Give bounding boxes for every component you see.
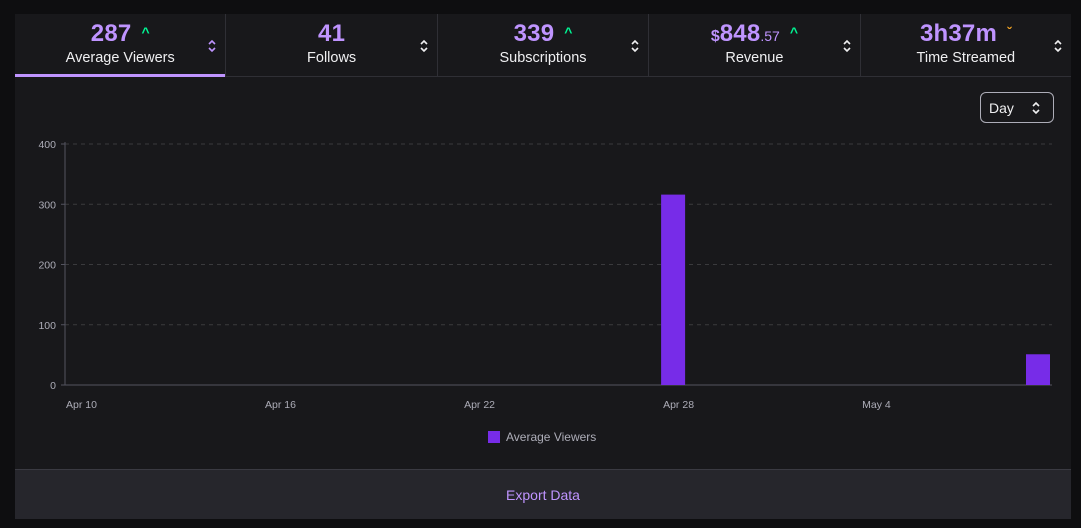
x-tick-label: Apr 28 (663, 399, 694, 411)
revenue-label: Revenue (725, 50, 784, 66)
tab-subscriptions[interactable]: 339 ^ Subscriptions (438, 14, 650, 76)
chevron-down-icon: ˇ (1007, 24, 1012, 40)
chevron-up-icon: ^ (564, 24, 573, 40)
x-tick-label: Apr 16 (265, 399, 296, 411)
time-streamed-value: 3h37m (919, 20, 998, 47)
y-tick-label: 300 (38, 199, 56, 211)
average-viewers-value: 287 (90, 20, 132, 47)
y-tick-label: 0 (50, 380, 56, 392)
range-select-value: Day (989, 99, 1014, 116)
tab-average-viewers[interactable]: 287 ^ Average Viewers (15, 14, 227, 77)
y-tick-label: 200 (38, 260, 56, 272)
sort-icon (420, 39, 428, 53)
average-viewers-label: Average Viewers (65, 50, 175, 66)
analytics-panel: 287 ^ Average Viewers 41 Follows (15, 14, 1071, 519)
subscriptions-value: 339 (513, 20, 555, 47)
bar (661, 194, 686, 385)
revenue-currency: $ (710, 28, 720, 45)
chevron-up-icon: ^ (141, 24, 150, 40)
revenue-cents: .57 (760, 28, 780, 44)
range-select[interactable]: Day (980, 92, 1054, 123)
metric-tabs: 287 ^ Average Viewers 41 Follows (15, 14, 1071, 77)
bar (1026, 354, 1050, 385)
sort-icon (1032, 101, 1040, 115)
x-tick-label: May 4 (862, 399, 891, 411)
tab-time-streamed[interactable]: 3h37m ˇ Time Streamed (861, 14, 1071, 76)
subscriptions-label: Subscriptions (499, 50, 587, 66)
export-data-button[interactable]: Export Data (506, 486, 580, 503)
average-viewers-chart: 0 100 200 300 400 Apr 10 Apr 16 Apr 22 Apr 28 May… (38, 139, 1052, 444)
y-tick-label: 100 (38, 320, 56, 332)
sort-icon (208, 39, 216, 53)
legend-swatch (488, 431, 500, 443)
tab-revenue[interactable]: $848.57 ^ Revenue (649, 14, 861, 76)
x-tick-label: Apr 10 (66, 399, 97, 411)
sort-icon (1054, 39, 1062, 53)
panel-footer: Export Data (15, 469, 1071, 519)
y-tick-label: 400 (38, 139, 56, 151)
revenue-value: 848 (719, 20, 761, 47)
follows-value: 41 (318, 20, 346, 47)
tab-follows[interactable]: 41 Follows (226, 14, 438, 76)
sort-icon (843, 39, 851, 53)
follows-label: Follows (307, 50, 357, 66)
chevron-up-icon: ^ (789, 24, 799, 40)
time-streamed-label: Time Streamed (916, 50, 1016, 66)
sort-icon (631, 39, 639, 53)
legend-label: Average Viewers (506, 430, 596, 444)
x-tick-label: Apr 22 (464, 399, 495, 411)
